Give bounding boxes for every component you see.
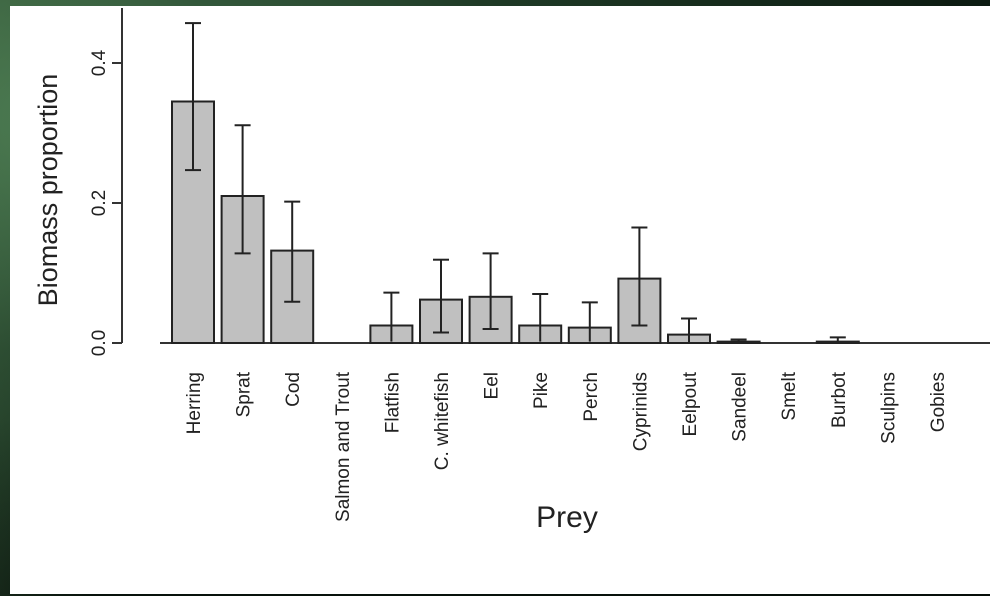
x-ticks: Herring Sprat Cod Salmon and Trout Flatfish C… xyxy=(184,371,949,522)
x-tick-label: Gobies xyxy=(928,372,949,432)
x-tick-label: Eelpout xyxy=(680,371,701,436)
x-tick-label: Sandeel xyxy=(730,372,751,442)
x-tick-label: Cyprinids xyxy=(630,372,651,451)
x-tick-label: Pike xyxy=(531,372,552,409)
bars xyxy=(171,100,860,345)
x-tick-label: Sculpins xyxy=(878,372,899,444)
x-tick-label: Perch xyxy=(581,372,602,422)
y-tick-label: 0.0 xyxy=(89,330,110,356)
x-tick-label: Salmon and Trout xyxy=(333,371,354,522)
x-axis-label: Prey xyxy=(536,501,598,534)
y-tick-label: 0.4 xyxy=(89,49,110,76)
x-tick-label: Smelt xyxy=(779,371,800,420)
x-tick-label: Flatfish xyxy=(382,372,403,433)
x-tick-label: Sprat xyxy=(234,371,255,417)
y-ticks: 0.0 0.2 0.4 xyxy=(89,49,122,356)
y-axis-label: Biomass proportion xyxy=(33,74,63,307)
x-tick-label: Herring xyxy=(184,372,205,434)
x-tick-label: C. whitefish xyxy=(432,372,453,470)
x-tick-label: Burbot xyxy=(829,371,850,428)
error-bars xyxy=(185,22,846,343)
x-tick-label: Cod xyxy=(283,372,304,407)
y-tick-label: 0.2 xyxy=(89,190,110,216)
x-tick-label: Eel xyxy=(482,372,503,399)
